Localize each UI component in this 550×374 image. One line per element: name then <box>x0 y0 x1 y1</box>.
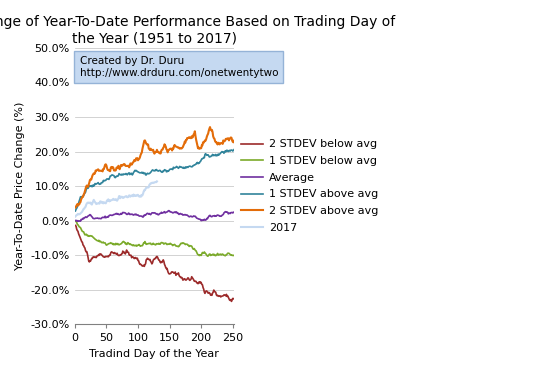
1 STDEV above avg <box>119 172 126 177</box>
2 STDEV above avg <box>207 125 213 129</box>
1 STDEV below avg <box>72 219 79 223</box>
2017 <box>76 212 82 217</box>
2017 <box>153 179 160 184</box>
Average <box>228 210 235 215</box>
Line: 1 STDEV below avg: 1 STDEV below avg <box>75 221 234 256</box>
2 STDEV above avg <box>228 135 234 140</box>
2 STDEV above avg <box>173 144 180 149</box>
2017 <box>130 192 137 197</box>
Text: Created by Dr. Duru
http://www.drduru.com/onetwentytwo: Created by Dr. Duru http://www.drduru.co… <box>80 56 278 78</box>
2 STDEV below avg <box>173 272 180 276</box>
1 STDEV above avg <box>173 164 180 169</box>
1 STDEV above avg <box>72 209 79 213</box>
1 STDEV below avg <box>173 244 180 248</box>
2 STDEV below avg <box>228 299 235 304</box>
Average <box>174 211 181 215</box>
2 STDEV above avg <box>75 202 82 206</box>
1 STDEV above avg <box>183 165 190 169</box>
2 STDEV below avg <box>227 298 234 303</box>
1 STDEV below avg <box>119 240 126 244</box>
Average <box>199 218 206 223</box>
1 STDEV below avg <box>183 242 190 246</box>
1 STDEV below avg <box>75 223 82 228</box>
2017 <box>144 185 150 190</box>
2017 <box>141 188 147 192</box>
2 STDEV below avg <box>198 280 205 285</box>
1 STDEV above avg <box>231 147 238 152</box>
2 STDEV above avg <box>72 205 79 210</box>
Average <box>166 208 172 213</box>
Line: 1 STDEV above avg: 1 STDEV above avg <box>75 150 234 211</box>
Legend: 2 STDEV below avg, 1 STDEV below avg, Average, 1 STDEV above avg, 2 STDEV above : 2 STDEV below avg, 1 STDEV below avg, Av… <box>241 140 378 233</box>
Average <box>231 210 238 215</box>
Average <box>75 219 82 224</box>
Y-axis label: Year-To-Date Price Change (%): Year-To-Date Price Change (%) <box>15 102 25 270</box>
2 STDEV below avg <box>183 277 190 282</box>
2 STDEV below avg <box>231 297 238 301</box>
2 STDEV above avg <box>198 146 205 150</box>
1 STDEV above avg <box>198 158 205 162</box>
2017 <box>72 214 79 219</box>
2017 <box>117 194 123 198</box>
1 STDEV below avg <box>228 253 234 257</box>
2017 <box>147 182 153 186</box>
2 STDEV above avg <box>183 138 190 142</box>
Average <box>185 214 191 218</box>
1 STDEV below avg <box>231 253 238 258</box>
2 STDEV below avg <box>72 223 79 228</box>
Line: 2017: 2017 <box>75 181 157 217</box>
Line: 2 STDEV below avg: 2 STDEV below avg <box>75 226 234 301</box>
X-axis label: Tradind Day of the Year: Tradind Day of the Year <box>90 349 219 359</box>
Title: S&P 500 Range of Year-To-Date Performance Based on Trading Day of
the Year (1951: S&P 500 Range of Year-To-Date Performanc… <box>0 15 395 45</box>
Average <box>76 219 82 223</box>
Average <box>72 218 79 223</box>
1 STDEV above avg <box>75 201 82 205</box>
2 STDEV above avg <box>119 163 126 167</box>
Average <box>120 210 127 215</box>
2 STDEV above avg <box>231 138 238 143</box>
Line: Average: Average <box>75 211 234 221</box>
2 STDEV below avg <box>75 232 82 236</box>
1 STDEV above avg <box>227 149 234 153</box>
1 STDEV below avg <box>198 253 205 258</box>
Line: 2 STDEV above avg: 2 STDEV above avg <box>75 127 234 208</box>
1 STDEV below avg <box>204 254 211 258</box>
2 STDEV below avg <box>119 249 126 253</box>
